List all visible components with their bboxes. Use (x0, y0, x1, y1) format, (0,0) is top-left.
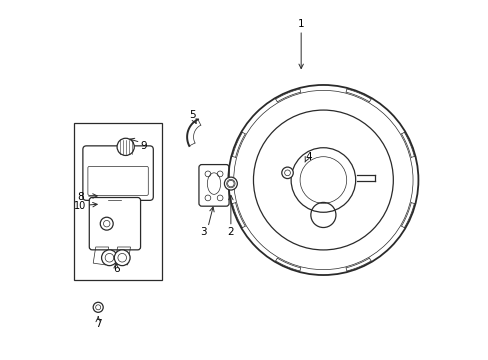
Text: 5: 5 (189, 111, 196, 121)
Circle shape (224, 177, 237, 190)
Text: 2: 2 (227, 227, 234, 237)
Text: 3: 3 (200, 227, 206, 237)
Text: 7: 7 (95, 319, 102, 329)
Bar (74, 123, 162, 280)
Text: 10: 10 (74, 201, 86, 211)
FancyBboxPatch shape (199, 165, 228, 206)
Circle shape (281, 167, 293, 179)
Circle shape (117, 138, 134, 156)
FancyBboxPatch shape (82, 146, 153, 201)
Circle shape (114, 250, 130, 266)
FancyBboxPatch shape (89, 198, 140, 250)
Text: 4: 4 (305, 152, 312, 162)
Text: 9: 9 (140, 141, 146, 151)
Circle shape (102, 250, 117, 266)
Circle shape (100, 217, 113, 230)
Text: 1: 1 (297, 19, 304, 29)
Circle shape (93, 302, 103, 312)
Text: 8: 8 (77, 192, 83, 202)
Text: 6: 6 (113, 264, 119, 274)
